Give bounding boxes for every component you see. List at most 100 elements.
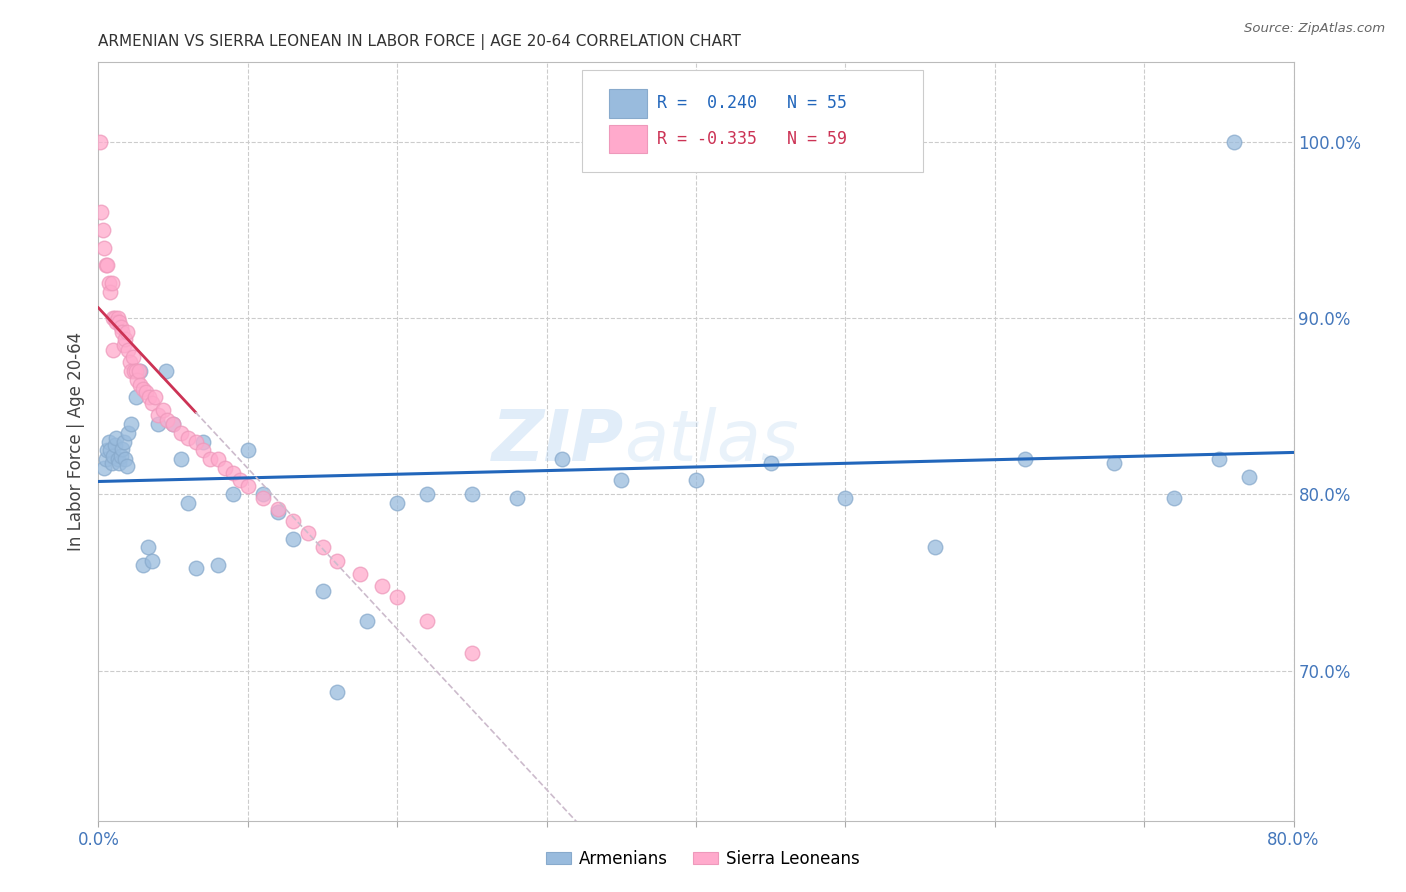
Point [125, 391, 148, 405]
Point [98, 285, 122, 299]
Point [461, 487, 484, 501]
Point [117, 425, 139, 440]
Point [177, 496, 200, 510]
Point [89, 135, 111, 149]
Point [924, 541, 946, 555]
Point [97, 276, 120, 290]
Point [1163, 491, 1185, 505]
Point [105, 431, 128, 445]
Point [311, 541, 333, 555]
Text: Source: ZipAtlas.com: Source: ZipAtlas.com [1244, 22, 1385, 36]
Point [356, 615, 378, 629]
Point [94, 452, 117, 467]
Point [112, 337, 135, 351]
Point [129, 364, 152, 378]
Point [326, 554, 349, 568]
Point [834, 491, 856, 505]
Point [252, 491, 274, 505]
Point [141, 554, 163, 568]
Point [128, 364, 150, 378]
Point [385, 496, 409, 510]
Point [416, 487, 439, 501]
Point [550, 452, 572, 467]
Point [506, 491, 529, 505]
Point [103, 343, 125, 357]
Point [129, 378, 152, 392]
Point [108, 315, 131, 329]
FancyBboxPatch shape [582, 70, 922, 172]
Point [107, 452, 129, 467]
Point [252, 487, 274, 501]
FancyBboxPatch shape [609, 125, 647, 153]
Point [143, 391, 166, 405]
Point [103, 311, 125, 326]
Point [111, 442, 134, 456]
Point [101, 276, 124, 290]
Point [105, 315, 128, 329]
Point [93, 241, 115, 255]
Point [107, 311, 129, 326]
Point [101, 456, 124, 470]
Point [103, 449, 125, 463]
Point [1104, 456, 1126, 470]
Point [135, 385, 157, 400]
Point [148, 408, 170, 422]
Point [114, 332, 136, 346]
Point [385, 590, 409, 604]
FancyBboxPatch shape [609, 89, 647, 118]
Point [191, 443, 214, 458]
Point [115, 325, 138, 339]
Legend: Armenians, Sierra Leoneans: Armenians, Sierra Leoneans [538, 844, 868, 875]
Point [267, 505, 290, 519]
Text: ARMENIAN VS SIERRA LEONEAN IN LABOR FORCE | AGE 20-64 CORRELATION CHART: ARMENIAN VS SIERRA LEONEAN IN LABOR FORC… [98, 34, 741, 50]
Point [136, 541, 159, 555]
Point [156, 413, 179, 427]
Point [281, 514, 304, 528]
Point [94, 258, 117, 272]
Point [152, 402, 174, 417]
Point [125, 364, 148, 378]
Point [104, 311, 127, 326]
Point [155, 364, 177, 378]
Point [207, 558, 229, 572]
Point [267, 501, 290, 516]
Text: R =  0.240   N = 55: R = 0.240 N = 55 [657, 95, 846, 112]
Point [222, 487, 245, 501]
Point [138, 391, 160, 405]
Point [114, 452, 136, 467]
Point [97, 434, 120, 449]
Point [127, 373, 149, 387]
Point [169, 425, 191, 440]
Point [371, 579, 394, 593]
Point [1014, 452, 1036, 467]
Text: ZIP: ZIP [492, 407, 624, 476]
Point [184, 561, 207, 575]
Text: R = -0.335   N = 59: R = -0.335 N = 59 [657, 130, 846, 148]
Point [124, 364, 146, 378]
Point [148, 417, 170, 431]
Point [132, 382, 155, 396]
Point [98, 443, 122, 458]
Point [311, 584, 333, 599]
Point [121, 350, 143, 364]
Point [118, 355, 141, 369]
Point [141, 396, 163, 410]
Point [236, 478, 259, 492]
Point [200, 452, 222, 467]
Point [96, 258, 118, 272]
Point [110, 320, 132, 334]
Point [222, 467, 245, 481]
Point [236, 443, 259, 458]
Point [610, 473, 633, 487]
Point [1223, 135, 1246, 149]
Point [191, 434, 214, 449]
Point [96, 443, 118, 458]
Point [326, 685, 349, 699]
Point [685, 473, 707, 487]
Point [162, 417, 184, 431]
Point [169, 452, 191, 467]
Point [104, 438, 127, 452]
Point [759, 456, 782, 470]
Point [90, 205, 112, 219]
Point [416, 615, 439, 629]
